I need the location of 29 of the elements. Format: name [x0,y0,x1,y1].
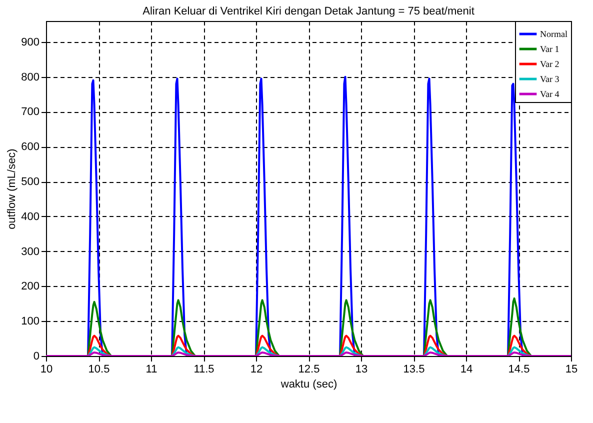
y-tick-label: 600 [21,141,40,154]
legend-label: Normal [540,29,568,39]
x-tick-label: 10 [40,364,53,376]
y-tick-label: 900 [21,36,40,48]
legend-label: Var 3 [540,74,560,84]
x-axis-title: waktu (sec) [280,378,338,390]
y-tick-label: 400 [21,210,40,223]
x-tick-label: 11.5 [194,364,214,376]
y-tick-label: 800 [21,71,40,84]
legend-label: Var 1 [540,44,560,54]
y-axis-title: outflow (mL/sec) [6,148,18,230]
x-tick-label: 15 [565,364,578,376]
y-tick-label: 100 [21,316,40,328]
x-tick-label: 12 [250,364,263,376]
x-tick-label: 13.5 [403,364,425,376]
y-tick-label: 700 [21,106,40,118]
chart-title: Aliran Keluar di Ventrikel Kiri dengan Detak Jantung = 75 beat/menit [142,6,474,18]
x-tick-label: 13 [355,364,368,376]
legend-label: Var 2 [540,59,560,69]
x-tick-label: 14 [460,364,473,376]
x-tick-label: 12.5 [298,364,320,376]
y-tick-label: 0 [33,350,40,362]
legend-label: Var 4 [540,89,560,99]
x-tick-label: 11 [146,364,158,376]
x-tick-label: 14.5 [508,364,530,376]
y-tick-label: 500 [21,176,40,188]
x-tick-label: 10.5 [88,364,110,376]
y-tick-label: 200 [21,280,40,293]
y-tick-label: 300 [21,246,40,258]
